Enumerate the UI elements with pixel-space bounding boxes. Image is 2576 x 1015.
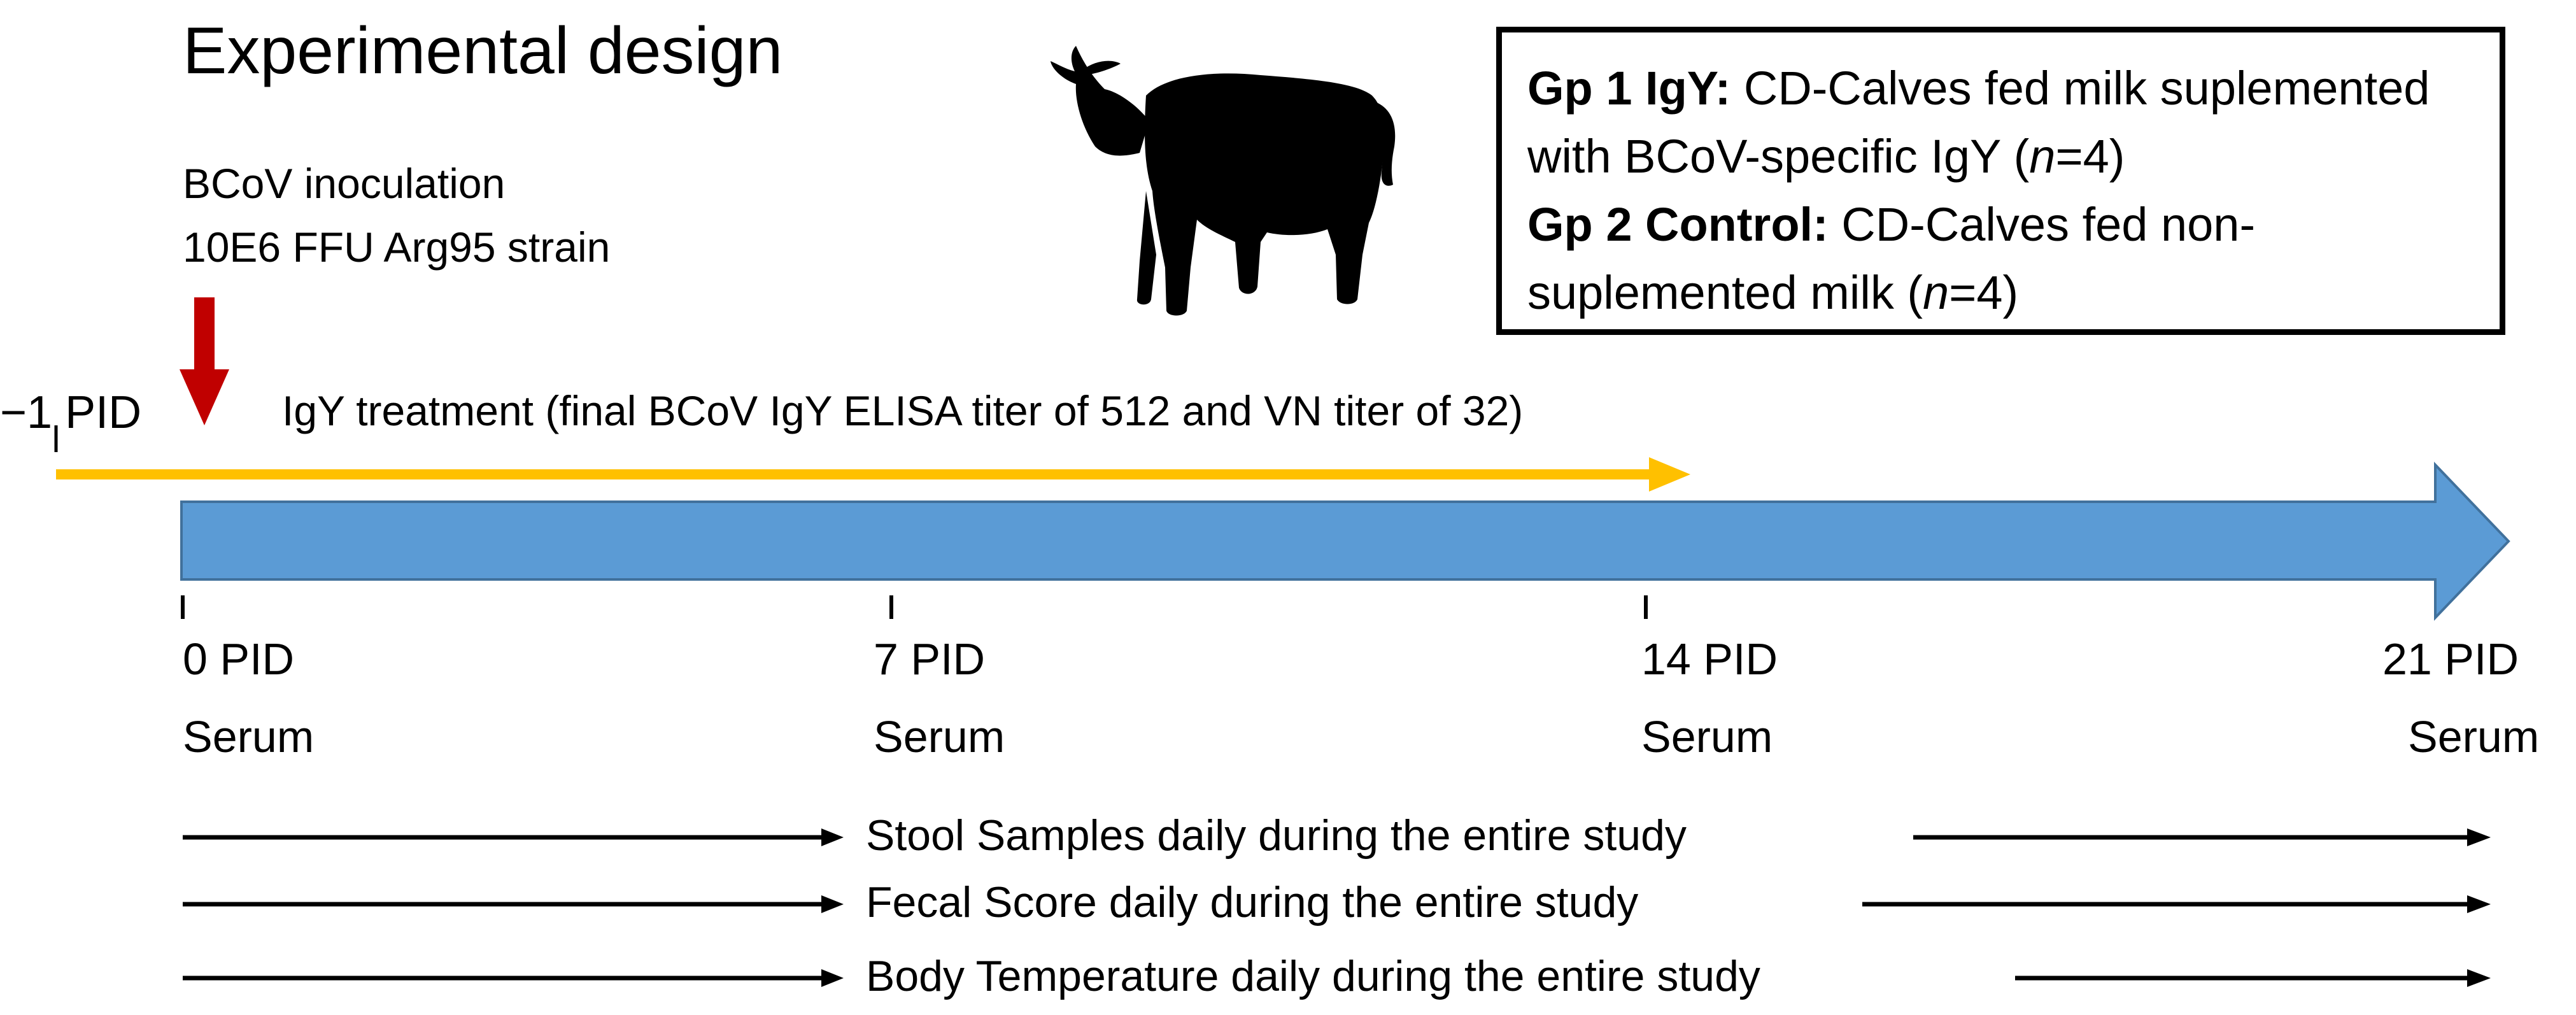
body-temperature-label: Body Temperature daily during the entire… xyxy=(866,952,1760,1000)
group-1-description-a: CD-Calves fed milk suplemented xyxy=(1743,62,2430,115)
serum-21-label: Serum xyxy=(2408,712,2540,762)
groups-legend-box: Gp 1 IgY: CD-Calves fed milk suplemented… xyxy=(1496,27,2505,335)
study-timeline-arrow xyxy=(180,462,2510,621)
fecal-score-label: Fecal Score daily during the entire stud… xyxy=(866,878,1639,926)
group-2-line-2: suplemented milk (n=4) xyxy=(1527,259,2474,327)
inoculation-label: BCoV inoculation xyxy=(183,160,506,207)
serum-14-label: Serum xyxy=(1641,712,1773,762)
group-2-description-b: suplemented milk ( xyxy=(1527,266,1923,319)
daily-measure-arrows xyxy=(183,828,2491,987)
timepoint-14-label: 14 PID xyxy=(1641,634,1778,684)
group-1-count: =4) xyxy=(2055,130,2125,183)
group-2-count: =4) xyxy=(1949,266,2019,319)
pre-day-label: −1 PID xyxy=(0,387,142,438)
igy-treatment-arrow xyxy=(56,457,1690,492)
group-1-description-b: with BCoV-specific IgY ( xyxy=(1527,130,2030,183)
group-1-line-2: with BCoV-specific IgY (n=4) xyxy=(1527,122,2474,190)
serum-7-label: Serum xyxy=(874,712,1005,762)
group-1-n: n xyxy=(2029,130,2056,183)
timepoint-21-label: 21 PID xyxy=(2382,634,2519,684)
group-2-line-1: Gp 2 Control: CD-Calves fed non- xyxy=(1527,190,2474,259)
inoculation-arrow xyxy=(180,297,229,425)
group-2-n: n xyxy=(1923,266,1950,319)
calf-silhouette-icon xyxy=(1051,46,1396,316)
timepoint-7-label: 7 PID xyxy=(874,634,986,684)
group-1-label: Gp 1 IgY: xyxy=(1527,62,1731,115)
timepoint-0-label: 0 PID xyxy=(183,634,295,684)
inoculation-dose: 10E6 FFU Arg95 strain xyxy=(183,224,611,271)
igy-treatment-label: IgY treatment (final BCoV IgY ELISA tite… xyxy=(282,387,1524,434)
group-2-label: Gp 2 Control: xyxy=(1527,198,1829,251)
group-2-description-a: CD-Calves fed non- xyxy=(1841,198,2256,251)
serum-0-label: Serum xyxy=(183,712,315,762)
stool-samples-label: Stool Samples daily during the entire st… xyxy=(866,811,1687,860)
diagram-title: Experimental design xyxy=(183,14,783,88)
group-1-line-1: Gp 1 IgY: CD-Calves fed milk suplemented xyxy=(1527,54,2474,122)
